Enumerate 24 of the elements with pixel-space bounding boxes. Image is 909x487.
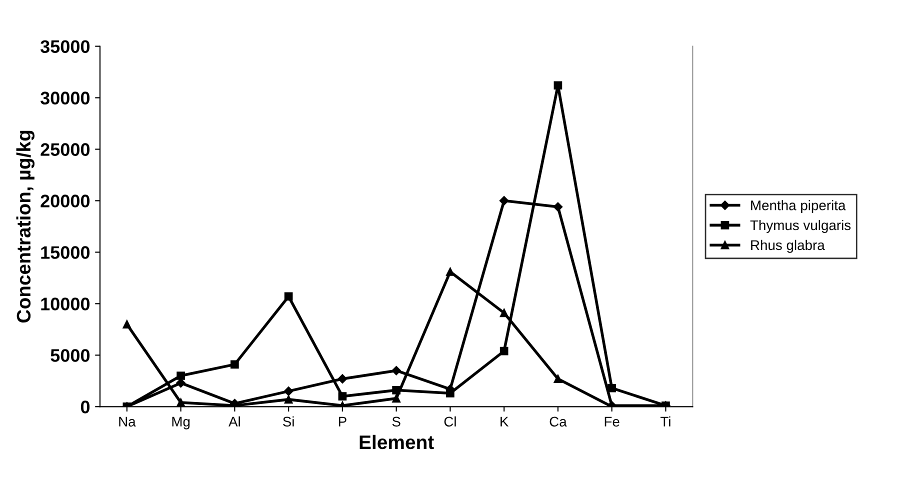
y-tick-label: 35000 <box>40 40 90 54</box>
y-tick-label: 10000 <box>41 298 90 310</box>
x-tick-label: Fe <box>604 416 620 427</box>
x-tick-label: P <box>338 416 346 426</box>
legend-label: Rhus glabra <box>751 240 825 253</box>
x-tick-label: Al <box>228 416 240 426</box>
y-tick-label: 25000 <box>40 143 90 156</box>
y-tick-label: 15000 <box>41 246 90 259</box>
legend-label: Thymus vulgaris <box>750 220 851 233</box>
x-tick-label: Si <box>283 416 294 427</box>
y-tick-label: 20000 <box>40 194 90 208</box>
x-tick-label: S <box>392 416 400 427</box>
legend-label: Mentha piperita <box>751 200 846 214</box>
y-tick-label: 30000 <box>40 92 90 104</box>
x-axis-title: Element <box>360 434 434 450</box>
x-tick-label: K <box>500 416 509 426</box>
y-axis-title: Concentration, µg/kg <box>16 130 35 323</box>
y-tick-label: 0 <box>80 400 90 414</box>
x-tick-label: Cl <box>444 416 456 427</box>
x-tick-label: Mg <box>172 416 190 430</box>
x-tick-label: Ti <box>660 416 670 426</box>
y-tick-label: 5000 <box>50 349 90 362</box>
x-tick-label: Ca <box>550 416 567 427</box>
x-tick-label: Na <box>119 416 136 427</box>
